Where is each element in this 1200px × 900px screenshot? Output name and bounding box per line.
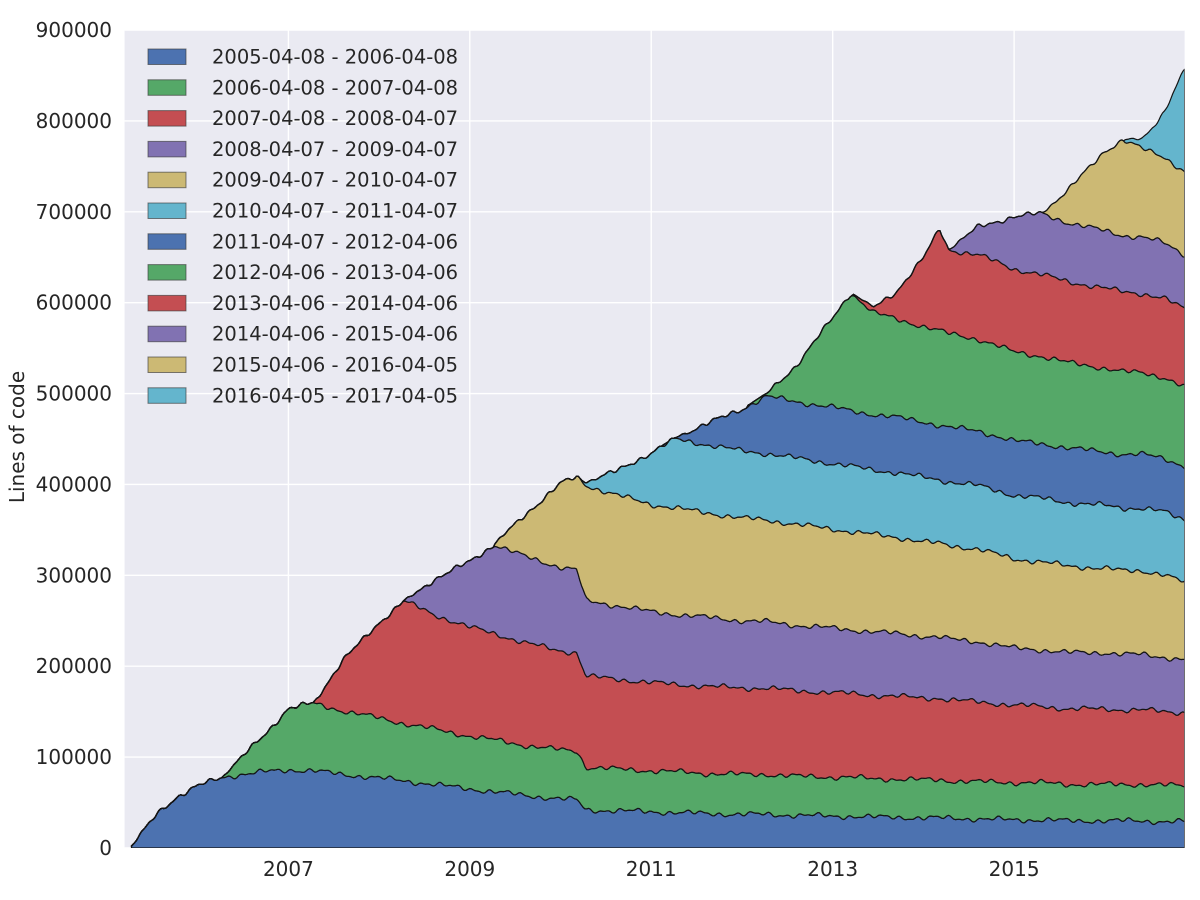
legend-label: 2014-04-06 - 2015-04-06	[212, 323, 458, 346]
legend-swatch	[147, 79, 187, 96]
legend-swatch	[147, 48, 187, 65]
y-axis-label: Lines of code	[5, 371, 29, 503]
x-tick-label: 2015	[989, 857, 1040, 881]
legend-swatch	[147, 325, 187, 343]
x-tick-label: 2013	[807, 857, 858, 881]
y-tick-label: 100000	[36, 745, 112, 769]
legend-label: 2013-04-06 - 2014-04-06	[212, 292, 458, 315]
legend-swatch	[147, 233, 187, 250]
legend-label: 2015-04-06 - 2016-04-05	[212, 354, 458, 377]
y-tick-label: 900000	[36, 18, 112, 42]
y-tick-label: 600000	[36, 291, 112, 315]
stacked-areas	[130, 68, 1185, 848]
x-tick-label: 2009	[444, 857, 495, 881]
y-tick-label: 300000	[36, 563, 112, 587]
legend-label: 2016-04-05 - 2017-04-05	[212, 384, 458, 407]
y-tick-label: 0	[99, 836, 112, 860]
legend-swatch	[147, 387, 187, 404]
y-tick-label: 700000	[36, 200, 112, 224]
y-tick-label: 800000	[36, 109, 112, 133]
y-tick-label: 500000	[36, 382, 112, 406]
x-tick-label: 2011	[626, 857, 677, 881]
legend-label: 2005-04-08 - 2006-04-08	[212, 46, 458, 69]
legend-label: 2012-04-06 - 2013-04-06	[212, 261, 458, 284]
legend: 2005-04-08 - 2006-04-08 2006-04-08 - 2007…	[147, 46, 458, 407]
legend-label: 2008-04-07 - 2009-04-07	[212, 138, 458, 161]
legend-label: 2009-04-07 - 2010-04-07	[212, 169, 458, 192]
legend-label: 2010-04-07 - 2011-04-07	[212, 200, 458, 223]
area-series-11	[130, 68, 1185, 847]
legend-swatch	[147, 356, 187, 373]
legend-swatch	[147, 171, 187, 189]
legend-label: 2007-04-08 - 2008-04-07	[212, 107, 458, 130]
legend-label: 2006-04-08 - 2007-04-08	[212, 76, 458, 99]
y-tick-label: 200000	[36, 654, 112, 678]
axis-tick-labels: 0 100000 200000 300000 400000 500000 600000 700…	[36, 18, 1040, 881]
legend-swatch	[147, 294, 187, 312]
legend-label: 2011-04-07 - 2012-04-06	[212, 230, 458, 253]
x-tick-label: 2007	[263, 857, 314, 881]
legend-swatch	[147, 264, 187, 281]
legend-swatch	[147, 202, 187, 219]
legend-swatch	[147, 110, 187, 127]
legend-swatch	[147, 140, 187, 158]
y-tick-label: 400000	[36, 472, 112, 496]
